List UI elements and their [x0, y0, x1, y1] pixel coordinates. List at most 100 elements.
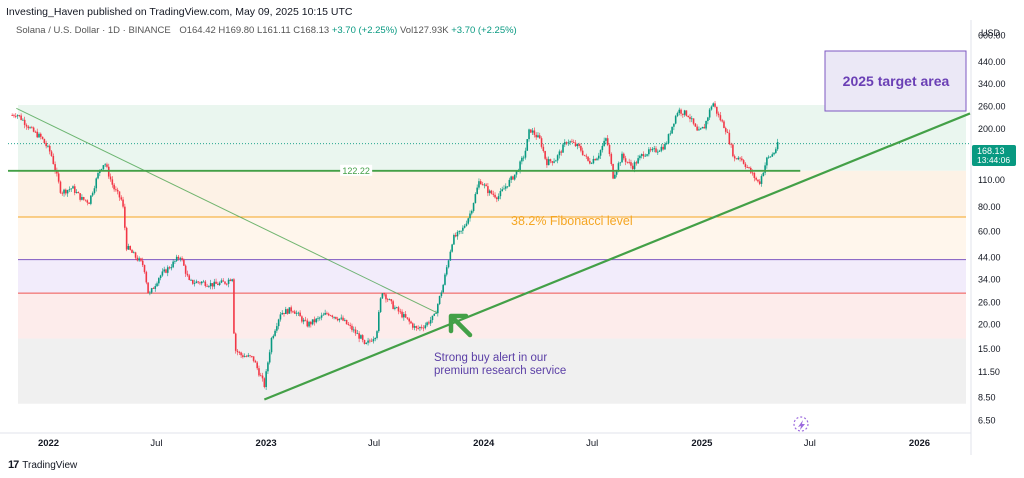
candle-body [211, 283, 214, 287]
time-axis[interactable]: 2022 Jul 2023 Jul 2024 Jul 2025 Jul 2026 [38, 438, 930, 449]
buy-alert-line-1: Strong buy alert in our [434, 352, 547, 364]
candle-body [63, 189, 65, 194]
candle-body [447, 260, 450, 268]
candle-body [503, 188, 505, 190]
candle-body [637, 158, 639, 164]
candle-body [746, 167, 749, 168]
candle-body [57, 173, 60, 182]
candle-body [318, 317, 321, 319]
candle-body [649, 149, 652, 151]
candle-body [256, 362, 258, 369]
candle-body [120, 197, 123, 200]
candle-body [331, 315, 334, 318]
candle-body [59, 181, 62, 193]
tradingview-footer[interactable]: 17 TradingView [8, 459, 77, 471]
candle-body [381, 293, 384, 299]
candle-body [592, 158, 595, 164]
price-tick-7: 80.00 [978, 202, 1001, 212]
candle-body [694, 123, 697, 127]
price-tick-13: 15.00 [978, 344, 1001, 354]
candle-body [753, 172, 756, 178]
candle-body [608, 145, 611, 155]
candle-body [252, 356, 255, 361]
candle-body [528, 129, 530, 140]
candle-body [317, 317, 319, 319]
candle-body [238, 352, 241, 353]
candle-body [640, 154, 643, 156]
candle-body [403, 314, 405, 318]
candle-body [458, 230, 461, 232]
candle-body [415, 326, 418, 328]
candle-body [41, 136, 44, 139]
uptrend-line[interactable] [263, 112, 971, 401]
target-area-box[interactable] [824, 50, 967, 112]
candle-body [181, 258, 183, 260]
tradingview-brand: TradingView [22, 459, 78, 471]
candle-body [476, 187, 478, 195]
downtrend-line[interactable] [16, 107, 438, 314]
candle-body [206, 285, 208, 287]
candle-body [513, 174, 516, 180]
candle-body [113, 184, 115, 190]
candle-body [399, 311, 402, 313]
candle-body [451, 244, 453, 252]
candle-body [52, 155, 55, 165]
price-axis[interactable]: 600.00440.00340.00260.00200.00150.00110.… [978, 31, 1006, 426]
candle-body [445, 267, 448, 275]
candle-body [233, 279, 235, 334]
candle-body [324, 312, 326, 315]
candle-body [775, 149, 777, 153]
candle-body [277, 319, 280, 327]
candle-body [751, 172, 754, 174]
candle-body [376, 331, 378, 338]
candle-body [413, 326, 416, 328]
candle-body [367, 340, 369, 343]
candle-body [515, 171, 518, 175]
current-price-badge [972, 145, 1016, 166]
candle-body [283, 312, 285, 315]
candle-body [360, 335, 362, 339]
candle-body [165, 269, 167, 273]
candle-body [115, 189, 117, 191]
candle-body [79, 193, 81, 200]
candle-body [662, 146, 664, 150]
candle-body [730, 143, 732, 145]
candle-body [710, 106, 713, 110]
candle-body [456, 231, 459, 237]
candle-body [243, 356, 246, 358]
candle-body [572, 142, 575, 144]
candle-body [97, 173, 99, 179]
candle-body [742, 160, 745, 164]
candle-body [639, 155, 641, 159]
candle-body [82, 197, 85, 200]
candle-body [25, 124, 28, 127]
candle-body [342, 317, 344, 321]
fib-band-2 [18, 216, 966, 260]
candle-body [218, 282, 221, 285]
candle-body [45, 143, 47, 147]
candle-body [326, 312, 328, 314]
candle-body [39, 133, 42, 137]
candle-body [395, 307, 398, 309]
candle-body [91, 193, 94, 196]
candle-body [707, 117, 709, 121]
candle-body [716, 106, 718, 114]
candle-body [689, 117, 691, 119]
candle-body [420, 326, 423, 328]
candle-body [764, 165, 766, 173]
fibonacci-bands [18, 104, 966, 404]
candle-body [408, 318, 411, 322]
candle-body [553, 161, 555, 163]
candle-body [208, 286, 210, 288]
candle-body [615, 170, 618, 175]
candle-body [349, 324, 351, 326]
candle-body [623, 153, 625, 159]
candle-body [546, 158, 548, 166]
candle-body [680, 109, 682, 114]
fib-band-5 [18, 338, 966, 404]
candle-body [538, 135, 541, 139]
candle-body [313, 319, 316, 323]
current-price-value: 168.13 [977, 146, 1005, 156]
candle-body [329, 315, 332, 317]
